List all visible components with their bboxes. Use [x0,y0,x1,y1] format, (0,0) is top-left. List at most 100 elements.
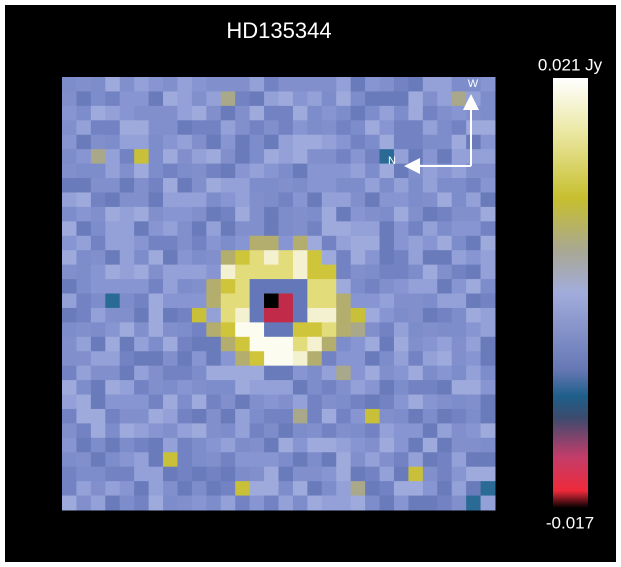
pixel [235,380,250,395]
pixel [452,409,467,424]
pixel [279,467,294,482]
pixel [481,265,496,280]
pixel [105,91,120,106]
pixel [307,265,322,280]
pixel [452,178,467,193]
pixel [120,380,135,395]
pixel [192,380,207,395]
pixel [365,236,380,251]
pixel [149,467,164,482]
pixel [206,308,221,323]
pixel [351,164,366,179]
pixel [120,250,135,265]
pixel [250,77,265,92]
pixel [408,322,423,337]
pixel [120,135,135,150]
pixel [105,250,120,265]
pixel [365,452,380,467]
pixel [221,438,236,453]
pixel [177,77,192,92]
pixel [365,322,380,337]
pixel [221,308,236,323]
pixel [221,91,236,106]
pixel [351,135,366,150]
pixel [380,236,395,251]
pixel [192,452,207,467]
pixel [206,91,221,106]
pixel [149,221,164,236]
pixel [120,481,135,496]
pixel [177,221,192,236]
pixel [177,178,192,193]
pixel [380,409,395,424]
pixel [336,178,351,193]
pixel [235,351,250,366]
pixel [380,207,395,222]
pixel [423,395,438,410]
pixel [365,395,380,410]
pixel [105,438,120,453]
pixel [293,438,308,453]
pixel [336,164,351,179]
pixel [192,178,207,193]
pixel [264,221,279,236]
pixel [235,496,250,511]
pixel [466,308,481,323]
colorbar [553,78,588,508]
pixel [206,149,221,164]
pixel [423,250,438,265]
pixel [221,149,236,164]
pixel [365,366,380,381]
pixel [62,467,77,482]
pixel [351,279,366,294]
pixel [76,279,91,294]
pixel [235,149,250,164]
pixel [250,423,265,438]
pixel [466,438,481,453]
pixel [250,236,265,251]
pixel [235,409,250,424]
pixel [177,236,192,251]
pixel [293,467,308,482]
pixel [105,192,120,207]
pixel [235,452,250,467]
pixel [437,265,452,280]
pixel [279,207,294,222]
pixel [120,178,135,193]
pixel [481,322,496,337]
pixel [221,106,236,121]
pixel [264,294,278,308]
pixel [423,496,438,511]
pixel [481,294,496,309]
pixel [466,423,481,438]
pixel [408,294,423,309]
pixel [163,265,178,280]
pixel [76,135,91,150]
pixel [163,77,178,92]
pixel [221,409,236,424]
pixel [336,322,351,337]
pixel [163,322,178,337]
pixel [76,221,91,236]
pixel [423,481,438,496]
pixel [250,178,265,193]
pixel [192,366,207,381]
pixel [394,395,409,410]
pixel [380,380,395,395]
pixel [120,91,135,106]
pixel [91,265,106,280]
pixel [293,77,308,92]
pixel [62,77,77,92]
pixel [62,250,77,265]
pixel [351,221,366,236]
pixel [177,395,192,410]
pixel [192,164,207,179]
pixel [206,207,221,222]
pixel [293,496,308,511]
pixel [322,250,337,265]
pixel [120,106,135,121]
pixel [177,106,192,121]
pixel [380,279,395,294]
pixel [279,438,294,453]
pixel [481,337,496,352]
